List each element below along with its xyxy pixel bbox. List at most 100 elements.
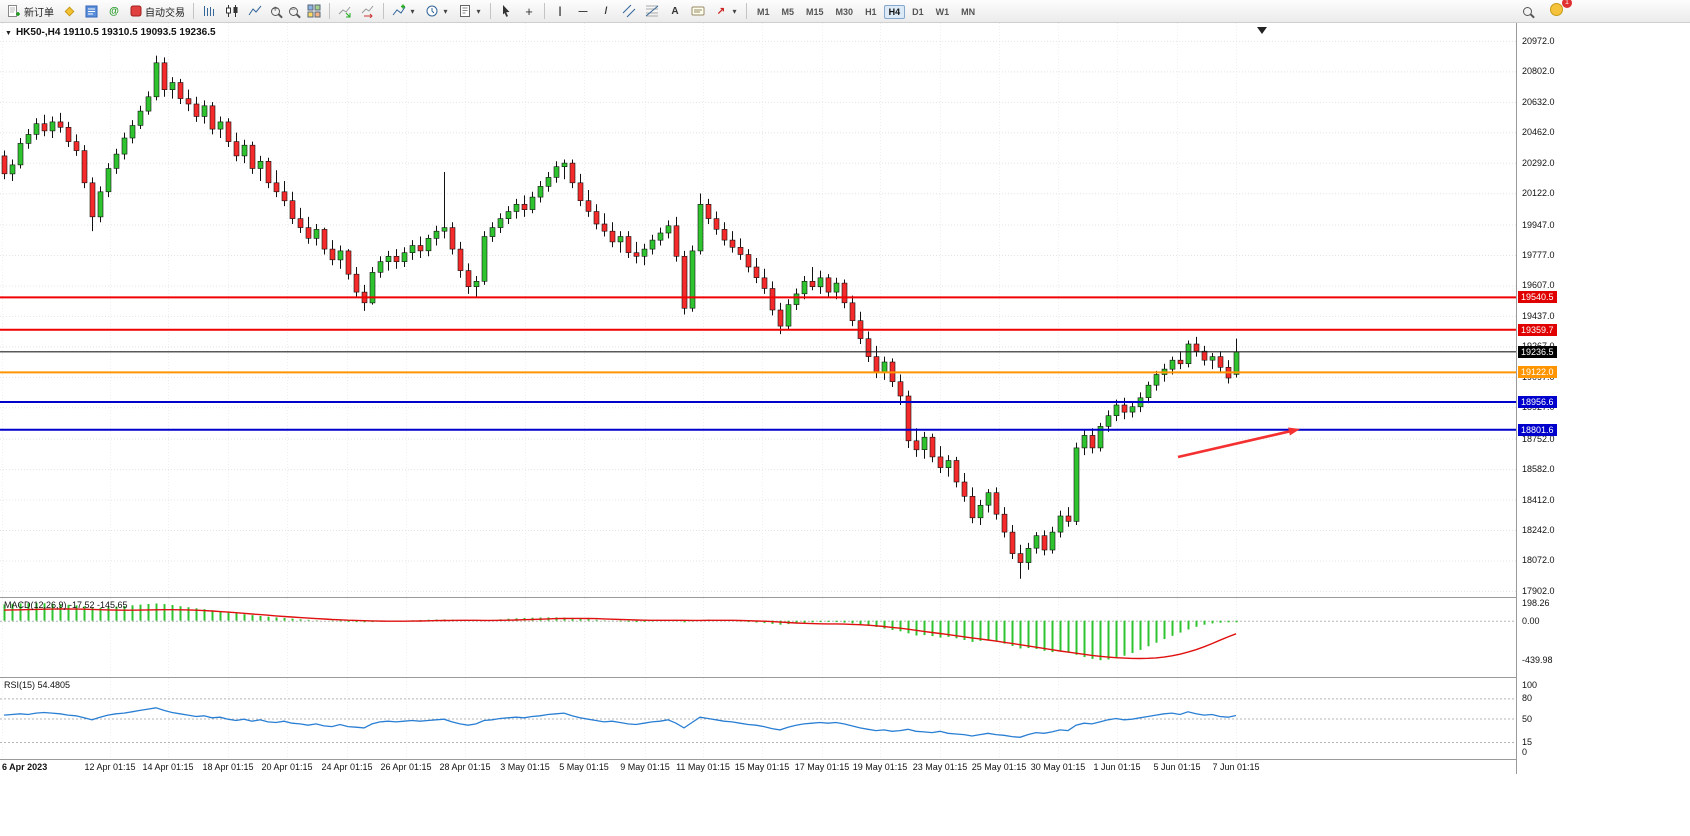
vertical-line-button[interactable] [549,2,571,21]
time-axis-label: 14 Apr 01:15 [142,762,194,772]
price-axis-label: 18242.0 [1522,524,1555,535]
toolbar-separator [383,3,384,19]
rsi-line [3,707,1237,738]
chevron-down-icon [409,4,416,18]
new-order-button[interactable]: 新订单 [3,2,58,21]
rsi-panel[interactable] [0,678,1516,758]
price-axis-label: 18412.0 [1522,494,1555,505]
metaeditor-button[interactable] [59,2,80,21]
zoom-out-button[interactable]: − [285,2,302,21]
new-order-label: 新订单 [24,7,54,19]
chart-shift-marker [1257,27,1267,34]
timeframe-H4[interactable]: H4 [883,5,906,19]
price-axis-label: 19777.0 [1522,250,1555,260]
autotrading-icon [130,5,142,17]
horizontal-line-button[interactable] [572,2,594,21]
time-axis-label: 20 Apr 01:15 [261,762,313,772]
chart-shift-button[interactable] [357,2,379,21]
price-axis-label: 19607.0 [1522,280,1555,291]
trendline-button[interactable] [595,2,617,21]
vertical-line-icon [553,4,567,18]
tile-windows-icon [307,4,321,18]
timeframe-W1[interactable]: W1 [935,7,950,17]
channel-button[interactable] [618,2,640,21]
market-depth-button[interactable] [81,2,102,21]
rsi-axis-label: 50 [1522,713,1533,724]
text-button[interactable] [664,2,686,21]
toolbar-separator [490,3,491,19]
rsi-axis-label: 80 [1522,693,1533,704]
time-axis[interactable]: 6 Apr 2023 12 Apr 01:15 14 Apr 01:15 18 Apr… [0,759,1516,774]
trend-arrow-head [1288,427,1300,436]
autotrading-button[interactable]: 自动交易 [126,2,189,21]
timeframe-M15[interactable]: M15 [806,7,824,17]
crosshair-button[interactable] [518,2,540,21]
timeframe-H1[interactable]: H1 [865,7,877,17]
one-click-trading-toggle[interactable] [5,27,12,38]
timeframe-MN[interactable]: MN [961,7,976,17]
price-axis-label: 18752.0 [1522,433,1555,444]
toolbar-separator [746,3,747,19]
macd-panel[interactable] [0,598,1516,676]
search-button[interactable] [1519,2,1536,21]
price-axis-label: 20122.0 [1522,188,1555,199]
indicators-icon [392,4,406,16]
auto-scroll-button[interactable] [334,2,356,21]
price-axis-label: 20972.0 [1522,35,1555,46]
cursor-button[interactable] [495,2,517,21]
macd-histogram [3,602,1238,661]
arrow-tool-icon [714,4,728,18]
text-label-icon [691,6,705,16]
alerts-button[interactable]: 1 [1546,0,1572,21]
auto-scroll-icon [338,6,351,18]
time-axis-label: 30 May 01:15 [1030,762,1086,772]
macd-axis-label: -439.98 [1522,655,1553,666]
time-axis-label: 18 Apr 01:15 [202,762,254,772]
horizontal-line-icon [576,4,590,18]
tile-windows-button[interactable] [303,2,325,21]
bars-chart-icon [204,6,214,16]
time-axis-label: 5 May 01:15 [559,762,609,772]
toolbar-separator [544,3,545,19]
price-marker-box: 19359.7 [1518,323,1557,336]
chevron-down-icon [475,4,482,18]
new-order-icon [8,5,20,17]
metaeditor-icon [64,6,75,16]
price-axis[interactable]: 20972.0 20802.0 20632.0 20462.0 20292.0 20122… [1516,23,1690,774]
time-axis-label: 15 May 01:15 [734,762,790,772]
chart-shift-icon [361,5,374,18]
timeframe-D1[interactable]: D1 [912,7,924,17]
candles-layer [1,55,1240,579]
time-axis-label: 1 Jun 01:15 [1093,762,1141,772]
periods-dropdown[interactable] [421,2,453,21]
bars-chart-button[interactable] [198,2,220,21]
templates-dropdown[interactable] [454,2,486,21]
time-axis-label: 12 Apr 01:15 [84,762,136,772]
candles-chart-button[interactable] [221,2,243,21]
fibonacci-button[interactable] [641,2,663,21]
price-axis-label: 19947.0 [1522,219,1555,230]
chevron-down-icon [731,4,738,18]
price-marker-box: 18801.6 [1518,423,1557,436]
timeframe-M30[interactable]: M30 [835,7,854,17]
time-axis-label: 5 Jun 01:15 [1153,762,1201,772]
template-icon [460,5,470,17]
chart-ohlc-text: HK50-,H4 19110.5 19310.5 19093.5 19236.5 [15,27,216,38]
panel-separator[interactable] [0,597,1516,598]
line-chart-button[interactable] [244,2,266,21]
arrows-dropdown[interactable] [710,2,742,21]
panel-separator[interactable] [0,677,1516,678]
price-axis-label: 20632.0 [1522,96,1555,107]
trendline-icon [599,4,613,18]
indicators-dropdown[interactable] [388,2,420,21]
main-chart[interactable] [0,23,1516,597]
community-button[interactable] [103,2,125,21]
macd-label: MACD(12,26,9) -17.52 -145.65 [4,600,128,610]
text-label-button[interactable] [687,2,709,21]
timeframe-M1[interactable]: M1 [757,7,770,17]
zoom-in-button[interactable]: + [267,2,284,21]
rsi-axis-label: 100 [1522,679,1538,690]
timeframe-M5[interactable]: M5 [781,7,795,17]
time-axis-label: 19 May 01:15 [852,762,908,772]
time-axis-label: 6 Apr 2023 [2,762,48,772]
